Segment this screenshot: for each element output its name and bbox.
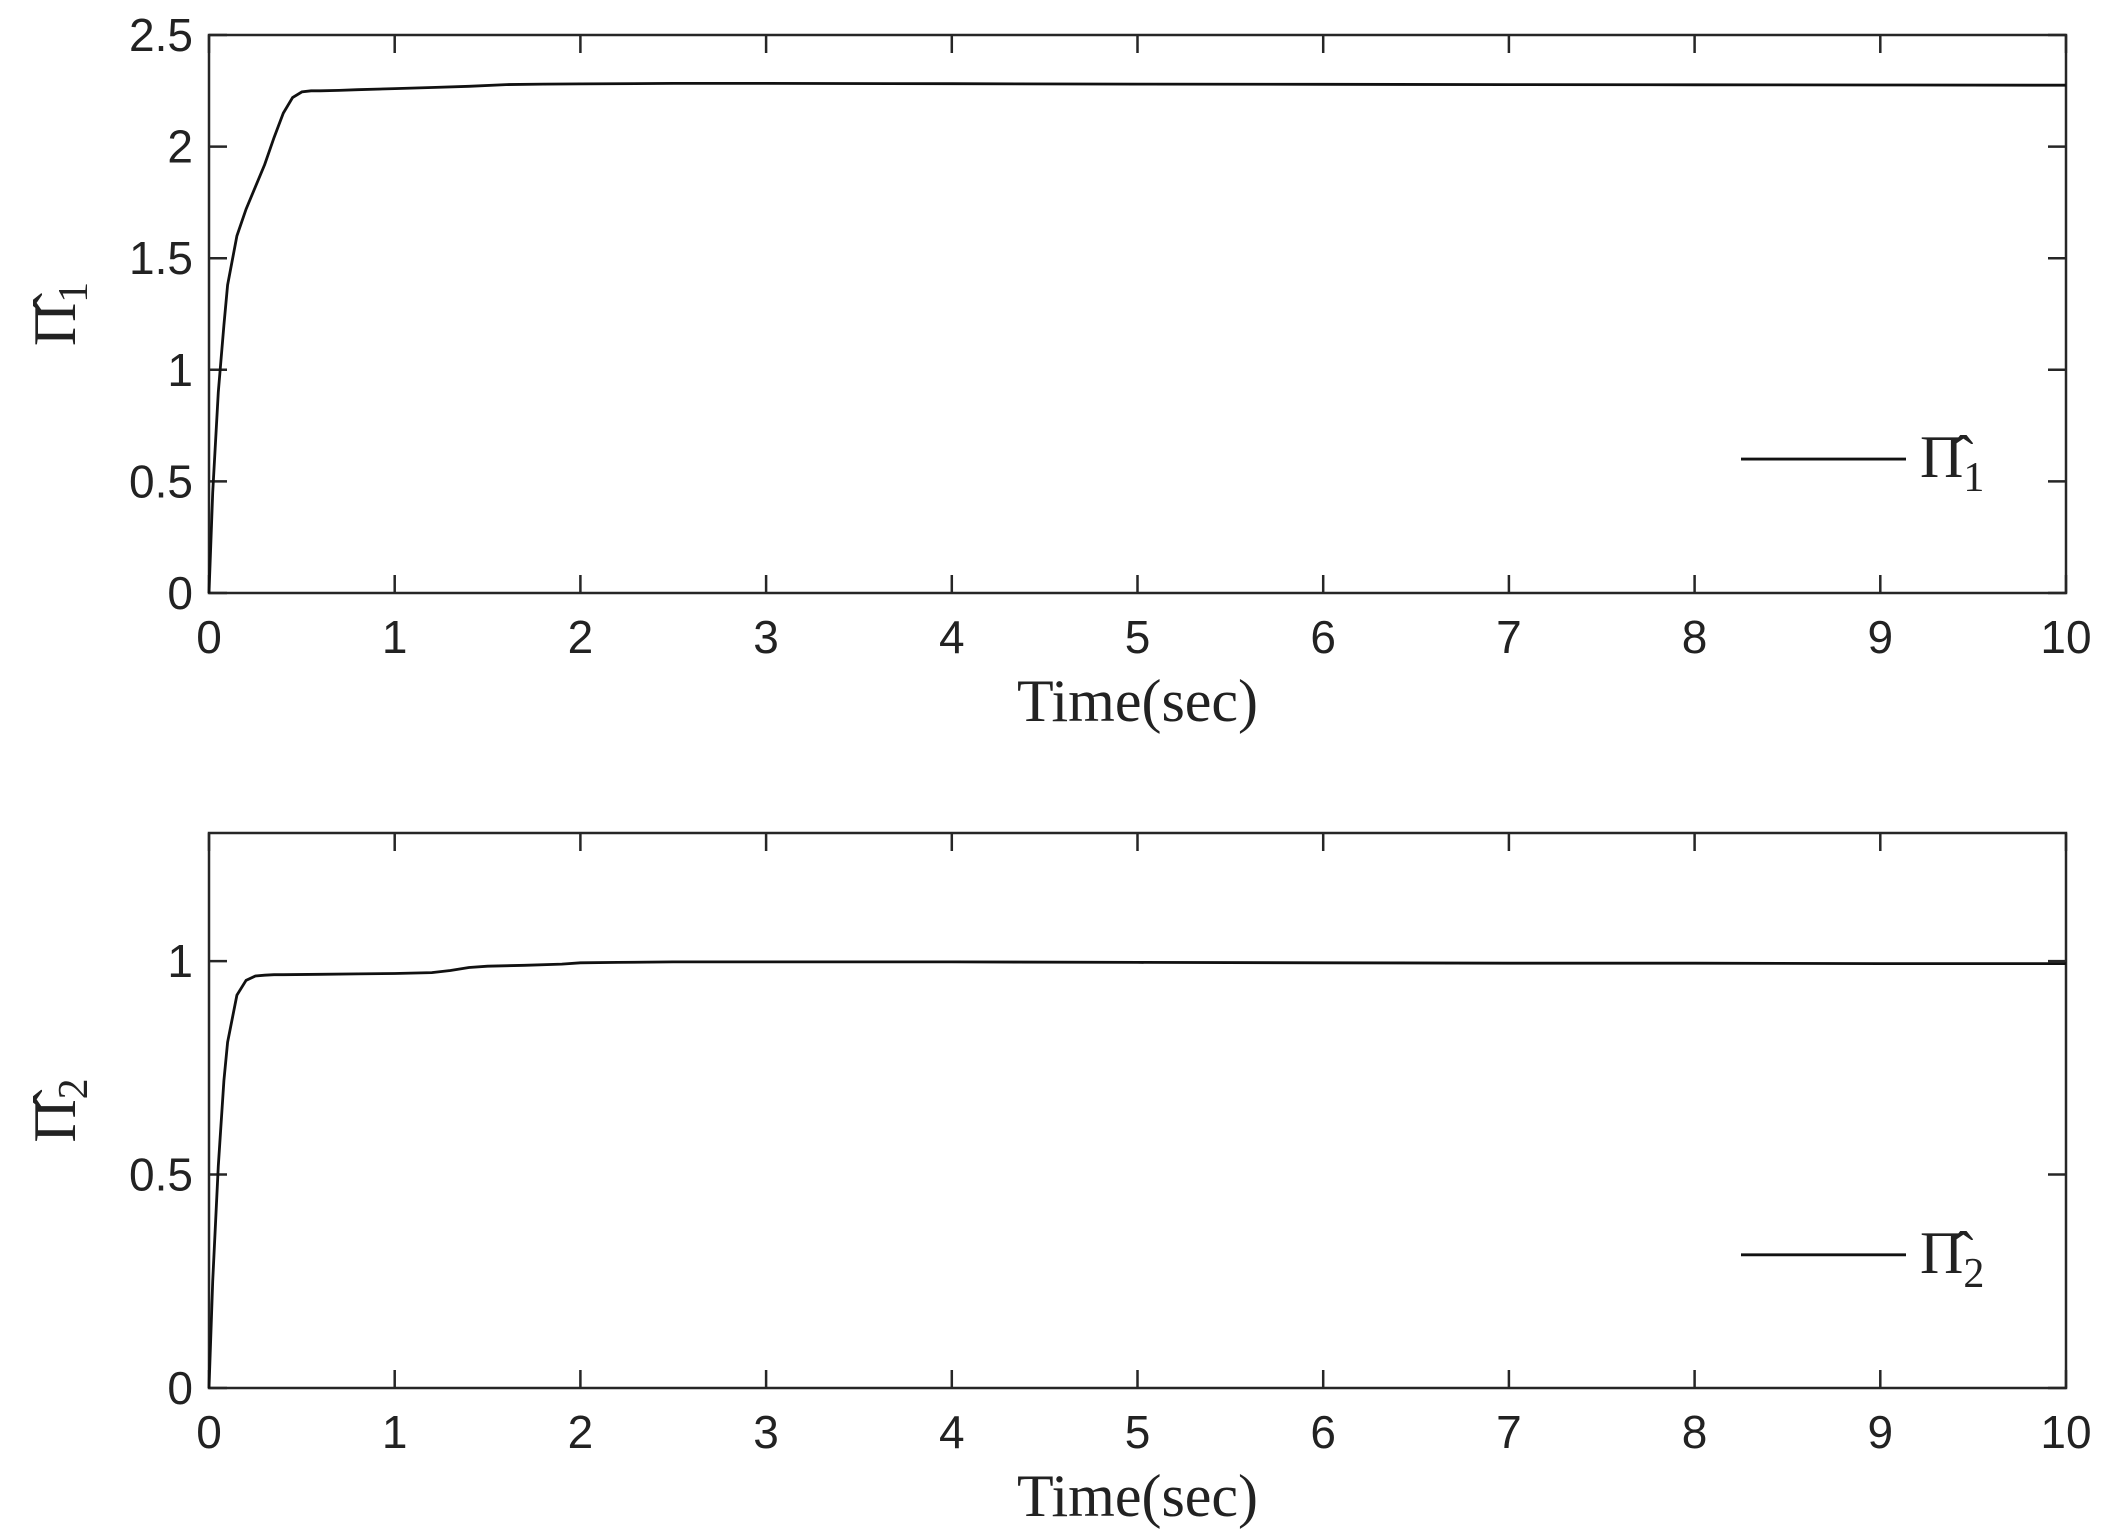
bottom-x-tick-label: 8: [1682, 1406, 1708, 1458]
bottom-plot-series-layer: [207, 960, 2066, 1389]
top-x-tick-label: 1: [382, 611, 408, 663]
bottom-y-tick-label: 0: [167, 1362, 193, 1414]
top-y-tick-label: 2.5: [129, 9, 193, 61]
top-x-tick-label: 10: [2040, 611, 2091, 663]
top-x-tick-label: 0: [196, 611, 222, 663]
top-x-tick-label: 8: [1682, 611, 1708, 663]
bottom-series-line: [207, 960, 2066, 1389]
top-y-axis-title-sub: 1: [51, 282, 97, 303]
top-x-axis-title: Time(sec): [1017, 668, 1258, 734]
top-legend-label-sub: 1: [1963, 455, 1984, 501]
top-y-tick-label: 1: [167, 344, 193, 396]
bottom-x-tick-label: 5: [1125, 1406, 1151, 1458]
bottom-x-tick-label: 10: [2040, 1406, 2091, 1458]
bottom-plot-ticks: 0 1 2 3 4 5 6 7 8 9 10 0 0.5 1: [129, 833, 2092, 1458]
bottom-y-axis-title-sub: 2: [51, 1078, 97, 1099]
top-plot-series-layer: [207, 82, 2067, 594]
bottom-y-tick-label: 0.5: [129, 1149, 193, 1201]
top-x-tick-label: 6: [1310, 611, 1336, 663]
bottom-legend-label-sub: 2: [1963, 1251, 1984, 1297]
bottom-x-tick-label: 1: [382, 1406, 408, 1458]
top-x-tick-label: 3: [753, 611, 779, 663]
top-x-tick-label: 2: [568, 611, 594, 663]
bottom-x-tick-label: 4: [939, 1406, 965, 1458]
top-y-tick-label: 0: [167, 567, 193, 619]
bottom-x-tick-label: 6: [1310, 1406, 1336, 1458]
bottom-x-axis-title: Time(sec): [1017, 1463, 1258, 1529]
bottom-y-tick-label: 1: [167, 935, 193, 987]
bottom-x-tick-label: 7: [1496, 1406, 1522, 1458]
bottom-x-tick-label: 0: [196, 1406, 222, 1458]
bottom-x-tick-label: 3: [753, 1406, 779, 1458]
top-x-tick-label: 5: [1125, 611, 1151, 663]
top-x-tick-label: 9: [1868, 611, 1894, 663]
top-x-tick-label: 4: [939, 611, 965, 663]
top-y-tick-label: 1.5: [129, 232, 193, 284]
top-plot-ticks: 0 1 2 3 4 5 6 7 8 9 10 0 0.5 1 1.5 2 2.5: [129, 9, 2092, 663]
bottom-x-tick-label: 2: [568, 1406, 594, 1458]
top-y-tick-label: 0.5: [129, 455, 193, 507]
top-series-line: [207, 82, 2067, 594]
top-x-tick-label: 7: [1496, 611, 1522, 663]
bottom-x-tick-label: 9: [1868, 1406, 1894, 1458]
top-y-tick-label: 2: [167, 121, 193, 173]
